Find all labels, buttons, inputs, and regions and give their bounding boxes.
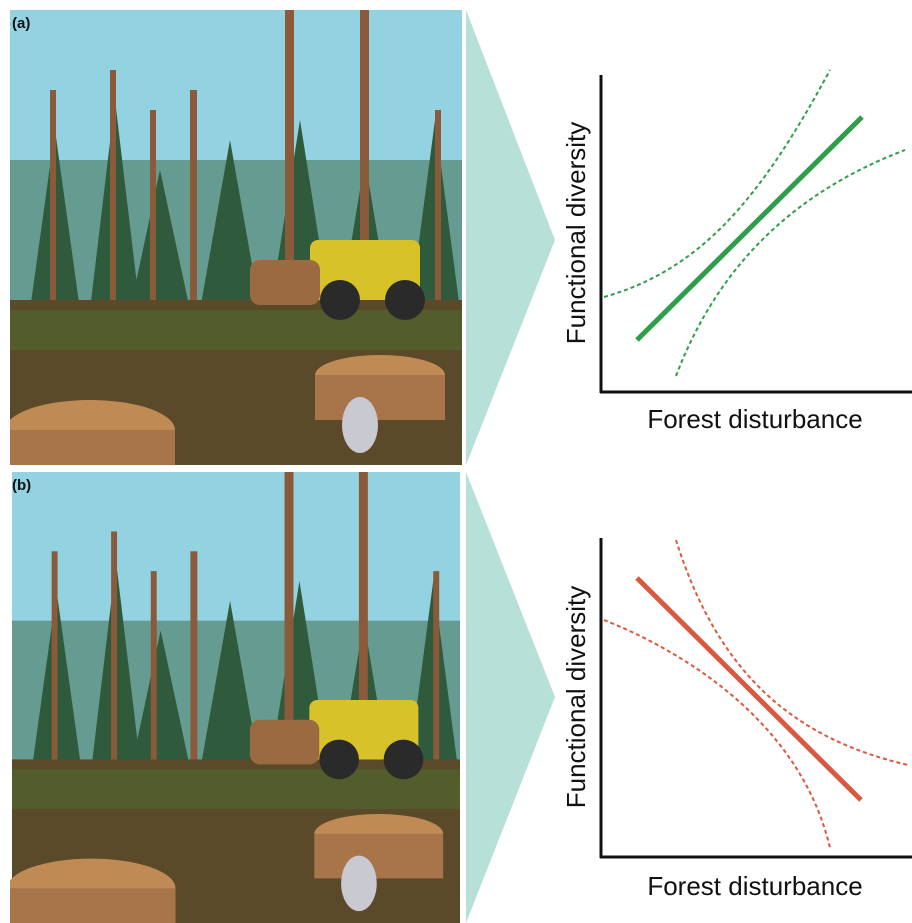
y-axis-label: Functional diversity [561, 122, 591, 345]
panel-label: (b) [12, 477, 31, 494]
y-axis-label: Functional diversity [561, 586, 591, 809]
x-axis-label: Forest disturbance [647, 871, 862, 901]
illustration [5, 10, 462, 470]
connector [466, 472, 555, 923]
illustration [7, 472, 460, 923]
confidence-band [676, 150, 905, 376]
x-axis-label: Forest disturbance [647, 404, 862, 434]
figure: (a) Functional diversity Forest disturba… [0, 0, 912, 923]
panel-b: (b) Functional diversity Forest disturba… [7, 472, 912, 923]
connector [466, 10, 555, 465]
trend-line [637, 117, 862, 340]
panel-a: (a) Functional diversity Forest disturba… [5, 10, 912, 470]
trend-line [637, 578, 861, 800]
panel-label: (a) [12, 15, 30, 32]
